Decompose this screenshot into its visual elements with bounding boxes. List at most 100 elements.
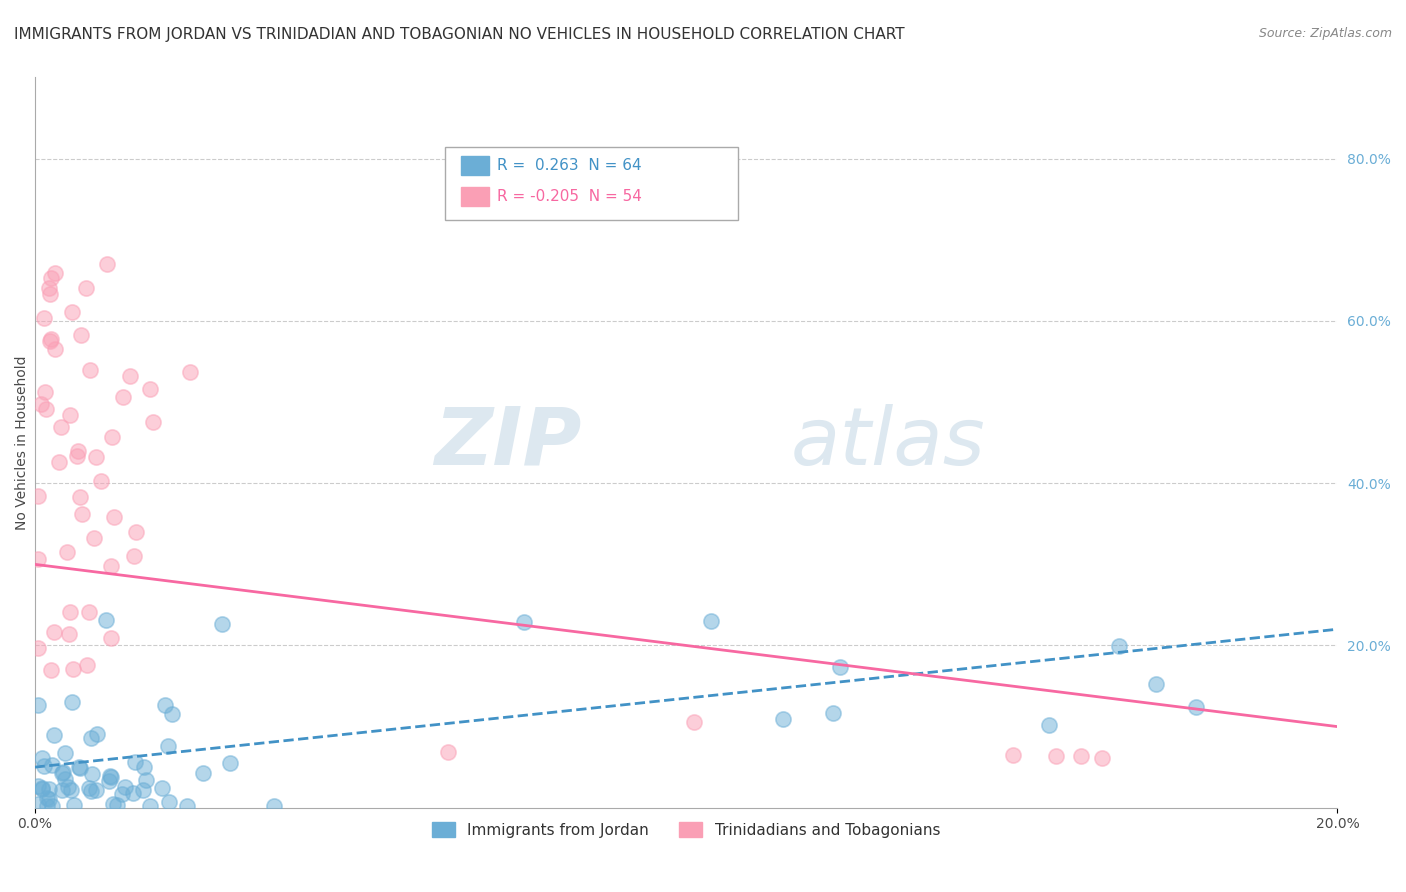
- Point: [79, 363, 101, 377]
- Point: [100, 770, 122, 784]
- Point: [1070, 749, 1092, 764]
- Point: [772, 712, 794, 726]
- Point: [80, 784, 103, 798]
- Point: [1144, 676, 1167, 690]
- Point: [121, 786, 143, 800]
- Point: [122, 549, 145, 563]
- Point: [27, 489, 49, 503]
- Point: [139, 798, 162, 813]
- Point: [162, 707, 184, 722]
- Point: [96, 257, 118, 271]
- Point: [157, 739, 180, 753]
- Point: [79, 731, 101, 745]
- Point: [179, 365, 201, 379]
- Point: [157, 795, 180, 809]
- Point: [176, 798, 198, 813]
- Point: [58, 780, 80, 794]
- Bar: [461, 155, 489, 175]
- Point: [38, 792, 60, 806]
- Point: [31, 751, 53, 765]
- Point: [134, 760, 156, 774]
- Point: [44, 728, 66, 742]
- Point: [38, 281, 60, 295]
- Point: [31, 782, 53, 797]
- Point: [97, 774, 120, 789]
- Point: [51, 765, 73, 780]
- Point: [828, 659, 851, 673]
- Y-axis label: No Vehicles in Household: No Vehicles in Household: [15, 355, 30, 530]
- Point: [135, 773, 157, 788]
- Point: [1001, 747, 1024, 762]
- Point: [27, 698, 49, 712]
- Point: [35, 799, 58, 814]
- Point: [105, 797, 128, 812]
- Point: [142, 415, 165, 429]
- Point: [66, 443, 89, 458]
- Text: atlas: atlas: [790, 403, 986, 482]
- Point: [59, 408, 82, 422]
- Text: ZIP: ZIP: [434, 403, 582, 482]
- Point: [98, 769, 121, 783]
- Point: [100, 631, 122, 645]
- Point: [513, 615, 536, 629]
- Text: R =  0.263  N = 64: R = 0.263 N = 64: [498, 158, 641, 172]
- Point: [67, 760, 90, 774]
- Point: [49, 419, 72, 434]
- Point: [1045, 749, 1067, 764]
- Point: [31, 780, 53, 795]
- Point: [44, 342, 66, 356]
- Bar: [461, 187, 489, 206]
- Point: [155, 698, 177, 713]
- Point: [58, 627, 80, 641]
- Point: [1091, 750, 1114, 764]
- Point: [823, 706, 845, 720]
- Point: [118, 368, 141, 383]
- Point: [37, 791, 59, 805]
- Point: [437, 745, 460, 759]
- Text: Source: ZipAtlas.com: Source: ZipAtlas.com: [1258, 27, 1392, 40]
- Point: [70, 507, 93, 521]
- Point: [69, 328, 91, 343]
- Point: [59, 605, 82, 619]
- Point: [69, 761, 91, 775]
- Point: [34, 384, 56, 399]
- Point: [124, 756, 146, 770]
- Point: [55, 545, 77, 559]
- Point: [191, 765, 214, 780]
- Point: [41, 757, 63, 772]
- Point: [263, 798, 285, 813]
- Point: [44, 267, 66, 281]
- Point: [114, 780, 136, 794]
- Point: [131, 783, 153, 797]
- Point: [1108, 639, 1130, 653]
- Point: [139, 383, 162, 397]
- Point: [86, 726, 108, 740]
- Point: [27, 552, 49, 566]
- Point: [90, 474, 112, 488]
- Point: [1038, 718, 1060, 732]
- Point: [700, 614, 723, 628]
- Point: [76, 657, 98, 672]
- Point: [77, 781, 100, 796]
- Point: [32, 758, 55, 772]
- Point: [82, 767, 104, 781]
- Point: [27, 779, 49, 793]
- Point: [683, 714, 706, 729]
- Point: [84, 450, 107, 464]
- Point: [42, 624, 65, 639]
- Point: [39, 270, 62, 285]
- Point: [60, 304, 83, 318]
- Point: [62, 798, 84, 813]
- Point: [111, 787, 134, 801]
- Point: [66, 449, 89, 463]
- Point: [218, 756, 240, 771]
- Point: [39, 332, 62, 346]
- Point: [111, 391, 134, 405]
- Text: IMMIGRANTS FROM JORDAN VS TRINIDADIAN AND TOBAGONIAN NO VEHICLES IN HOUSEHOLD CO: IMMIGRANTS FROM JORDAN VS TRINIDADIAN AN…: [14, 27, 904, 42]
- Point: [53, 746, 76, 760]
- Point: [100, 559, 122, 574]
- Legend: Immigrants from Jordan, Trinidadians and Tobagonians: Immigrants from Jordan, Trinidadians and…: [426, 815, 946, 844]
- Point: [103, 509, 125, 524]
- Point: [39, 334, 62, 348]
- Point: [27, 641, 49, 656]
